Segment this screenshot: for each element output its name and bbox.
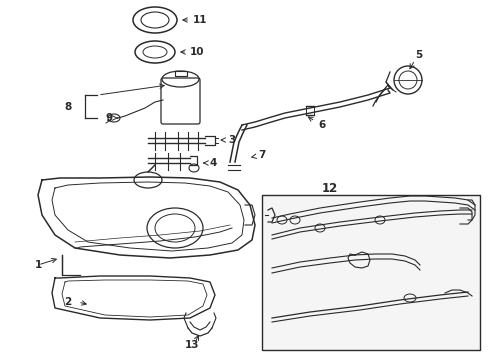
Text: 12: 12 — [321, 181, 337, 194]
Text: 5: 5 — [414, 50, 421, 60]
Text: 3: 3 — [221, 135, 235, 145]
Text: 8: 8 — [64, 102, 71, 112]
Text: 4: 4 — [203, 158, 217, 168]
Text: 13: 13 — [184, 340, 199, 350]
Text: 2: 2 — [64, 297, 71, 307]
Bar — [262, 195, 479, 350]
Text: 11: 11 — [183, 15, 207, 25]
Text: 10: 10 — [181, 47, 204, 57]
Text: 1: 1 — [34, 260, 41, 270]
Text: 6: 6 — [307, 117, 325, 130]
FancyBboxPatch shape — [161, 78, 200, 124]
Text: 7: 7 — [251, 150, 265, 160]
Text: 9: 9 — [105, 113, 118, 123]
